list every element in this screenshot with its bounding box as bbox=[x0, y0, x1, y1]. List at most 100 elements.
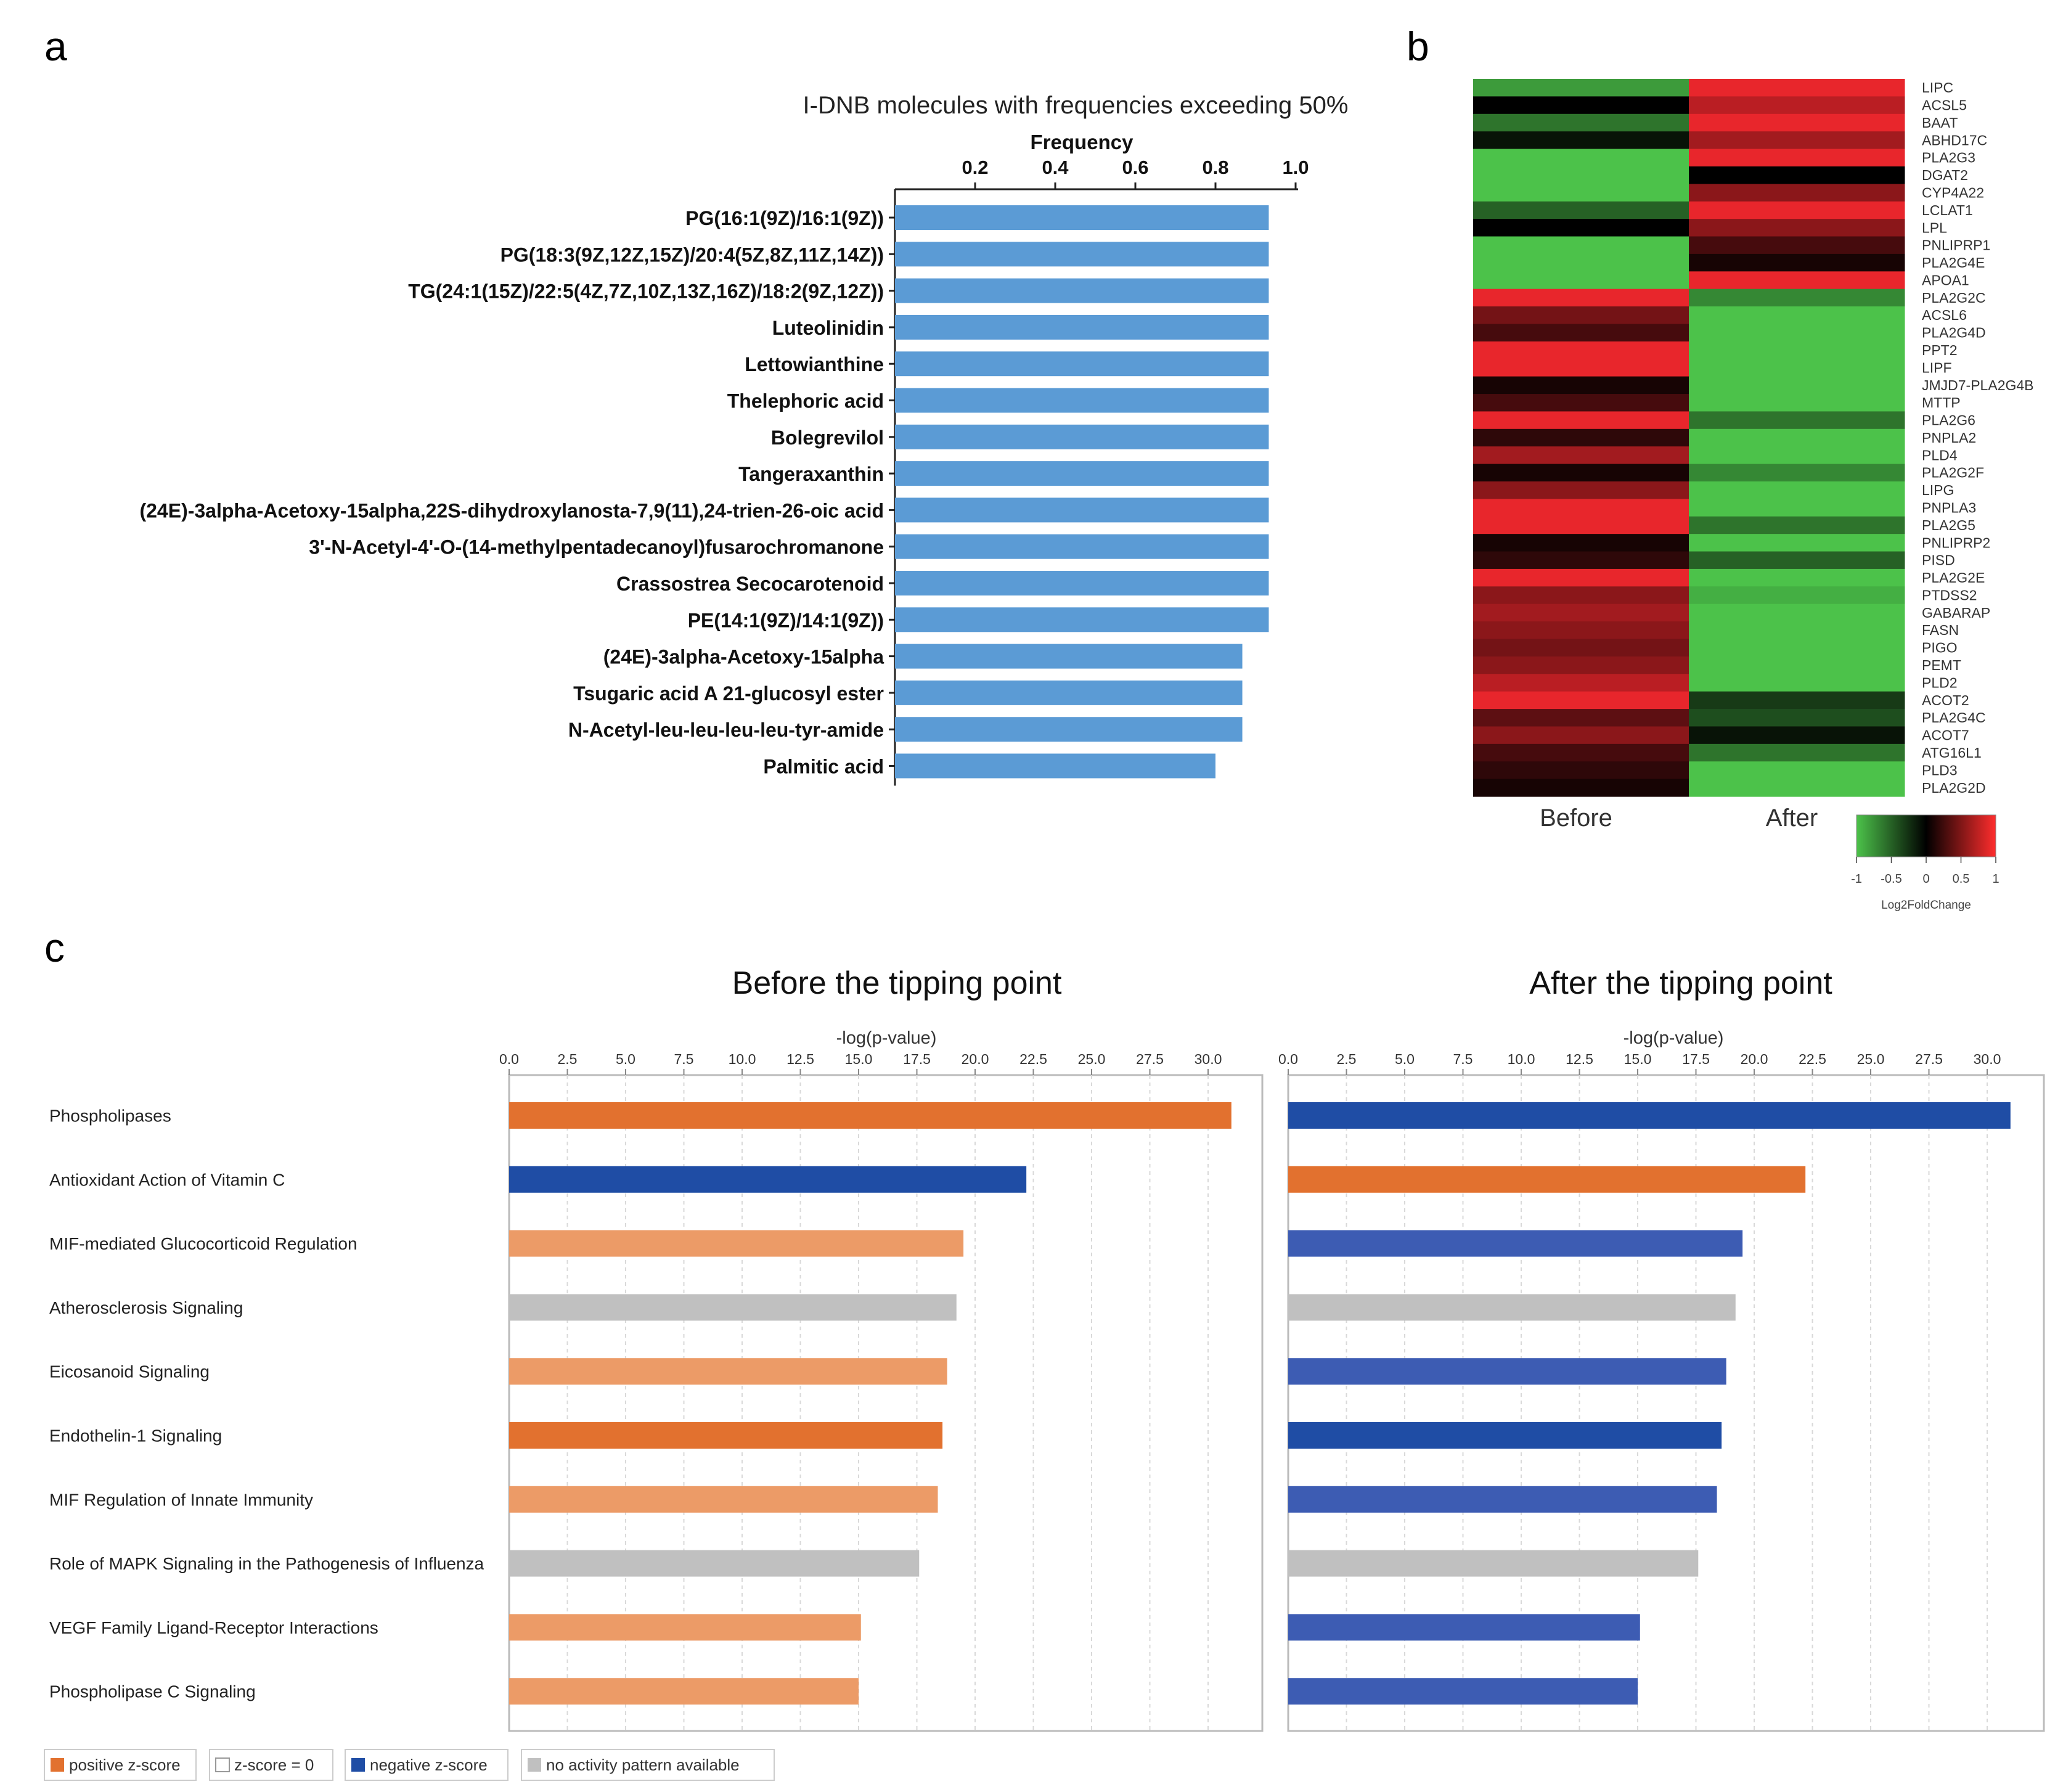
heatmap-cell bbox=[1689, 166, 1905, 184]
heatmap-cell bbox=[1473, 709, 1689, 727]
panel-c-pathway-chart: Before the tipping point After the tippi… bbox=[44, 965, 2045, 1781]
panel-c-plot-frame bbox=[508, 1074, 1264, 1732]
heatmap-cell bbox=[1473, 271, 1689, 290]
panel-a-category-label: Tangeraxanthin bbox=[738, 463, 884, 485]
heatmap-cell bbox=[1689, 481, 1905, 499]
heatmap-cell bbox=[1473, 359, 1689, 377]
heatmap-row-label: PLA2G4E bbox=[1922, 255, 1985, 271]
panel-a-bar bbox=[895, 351, 1269, 377]
heatmap-row-label: ACSL6 bbox=[1922, 307, 1967, 323]
heatmap-cell bbox=[1473, 376, 1689, 395]
panel-a-category-label: Tsugaric acid A 21-glucosyl ester bbox=[573, 682, 884, 705]
heatmap-row-label: PNLIPRP1 bbox=[1922, 237, 1990, 253]
panel-c-bar bbox=[1288, 1230, 1743, 1257]
heatmap-cell bbox=[1689, 236, 1905, 255]
legend-item bbox=[44, 1749, 197, 1781]
heatmap-row-label: PLA2G2F bbox=[1922, 465, 1984, 481]
panel-a-bar bbox=[895, 497, 1269, 523]
panel-c-bar bbox=[509, 1102, 1232, 1129]
heatmap-row-label: PLA2G4D bbox=[1922, 325, 1986, 341]
panel-c-category-label: VEGF Family Ligand-Receptor Interactions bbox=[49, 1618, 378, 1637]
heatmap-cell bbox=[1473, 674, 1689, 692]
heatmap-row-label: PLA2G2E bbox=[1922, 570, 1985, 586]
panel-c-tick-label: 0.0 bbox=[1278, 1051, 1298, 1067]
heatmap-row-label: PTDSS2 bbox=[1922, 587, 1977, 603]
panel-a-bar bbox=[895, 388, 1269, 413]
heatmap-cell bbox=[1473, 306, 1689, 325]
heatmap-row-label: GABARAP bbox=[1922, 605, 1990, 621]
heatmap-cell bbox=[1689, 184, 1905, 202]
panel-a-bar bbox=[895, 644, 1243, 669]
panel-a-frequency-chart: I-DNB molecules with frequencies exceedi… bbox=[139, 92, 1348, 786]
heatmap-row-label: PNPLA2 bbox=[1922, 430, 1976, 446]
heatmap-cell bbox=[1689, 534, 1905, 552]
panel-c-category-label: Antioxidant Action of Vitamin C bbox=[49, 1170, 285, 1189]
panel-a-category-label: 3'-N-Acetyl-4'-O-(14-methylpentadecanoyl… bbox=[309, 536, 884, 558]
heatmap-cell bbox=[1689, 551, 1905, 570]
panel-c-category-label: Phospholipases bbox=[49, 1107, 171, 1126]
heatmap-row-label: LIPG bbox=[1922, 482, 1954, 498]
heatmap-cell bbox=[1689, 376, 1905, 395]
panel-c-bar bbox=[1288, 1614, 1640, 1641]
panel-c-bar bbox=[1288, 1678, 1638, 1705]
panel-c-tick-label: 15.0 bbox=[1624, 1051, 1652, 1067]
heatmap-cell bbox=[1473, 779, 1689, 797]
panel-c-tick-label: 17.5 bbox=[1682, 1051, 1710, 1067]
panel-a-category-label: Bolegrevilol bbox=[771, 427, 884, 449]
panel-c-xlabel-before: -log(p-value) bbox=[836, 1028, 937, 1048]
heatmap-row-label: PNPLA3 bbox=[1922, 500, 1976, 516]
panel-c-xlabel-after: -log(p-value) bbox=[1624, 1028, 1724, 1048]
panel-label-c: c bbox=[44, 925, 65, 970]
heatmap-row-label: PLA2G5 bbox=[1922, 517, 1975, 533]
heatmap-cell bbox=[1689, 149, 1905, 167]
heatmap-cell bbox=[1473, 428, 1689, 447]
panel-a-tick-label: 0.8 bbox=[1202, 157, 1228, 178]
heatmap-cell bbox=[1473, 726, 1689, 745]
heatmap-row-label: DGAT2 bbox=[1922, 167, 1968, 183]
panel-c-tick-label: 10.0 bbox=[729, 1051, 756, 1067]
panel-c-tick-label: 30.0 bbox=[1974, 1051, 2001, 1067]
heatmap-cell bbox=[1473, 446, 1689, 465]
heatmap-cell bbox=[1473, 639, 1689, 657]
heatmap-row-label: PIGO bbox=[1922, 640, 1958, 656]
panel-c-bar bbox=[509, 1422, 943, 1449]
panel-c-tick-label: 5.0 bbox=[1395, 1051, 1415, 1067]
panel-a-category-label: (24E)-3alpha-Acetoxy-15alpha bbox=[603, 646, 884, 668]
panel-c-tick-label: 22.5 bbox=[1799, 1051, 1826, 1067]
panel-c-tick-label: 20.0 bbox=[1741, 1051, 1768, 1067]
legend-label: z-score = 0 bbox=[234, 1756, 314, 1774]
heatmap-cell bbox=[1473, 288, 1689, 307]
panel-a-bar bbox=[895, 571, 1269, 595]
legend-swatch bbox=[351, 1758, 365, 1772]
heatmap-cell bbox=[1689, 656, 1905, 674]
heatmap-row-label: PISD bbox=[1922, 552, 1955, 568]
heatmap-cell bbox=[1689, 96, 1905, 115]
heatmap-cell bbox=[1473, 79, 1689, 97]
heatmap-cell bbox=[1689, 516, 1905, 534]
panel-c-tick-label: 10.0 bbox=[1508, 1051, 1535, 1067]
panel-a-bar bbox=[895, 461, 1269, 486]
heatmap-cell bbox=[1689, 726, 1905, 745]
heatmap-row-label: PLA2G3 bbox=[1922, 150, 1975, 166]
heatmap-cell bbox=[1689, 568, 1905, 587]
panel-c-tick-label: 5.0 bbox=[616, 1051, 635, 1067]
panel-c-tick-label: 27.5 bbox=[1136, 1051, 1164, 1067]
panel-c-tick-label: 20.0 bbox=[962, 1051, 989, 1067]
legend-label: negative z-score bbox=[370, 1756, 488, 1774]
panel-a-category-label: PE(14:1(9Z)/14:1(9Z)) bbox=[688, 609, 884, 631]
heatmap-cell bbox=[1689, 464, 1905, 482]
heatmap-row-label: PPT2 bbox=[1922, 342, 1958, 358]
panel-c-category-label: Phospholipase C Signaling bbox=[49, 1682, 256, 1701]
heatmap-cell bbox=[1473, 184, 1689, 202]
heatmap-cell bbox=[1689, 306, 1905, 325]
heatmap-cell bbox=[1473, 551, 1689, 570]
heatmap-cell bbox=[1473, 656, 1689, 674]
heatmap-cell bbox=[1689, 113, 1905, 132]
panel-c-tick-label: 25.0 bbox=[1078, 1051, 1106, 1067]
panel-c-tick-label: 2.5 bbox=[1337, 1051, 1357, 1067]
panel-a-category-label: Crassostrea Secocarotenoid bbox=[616, 573, 884, 595]
heatmap-row-label: ABHD17C bbox=[1922, 132, 1987, 148]
panel-a-bar bbox=[895, 278, 1269, 303]
panel-a-tick-label: 1.0 bbox=[1282, 157, 1309, 178]
heatmap-cell bbox=[1689, 709, 1905, 727]
